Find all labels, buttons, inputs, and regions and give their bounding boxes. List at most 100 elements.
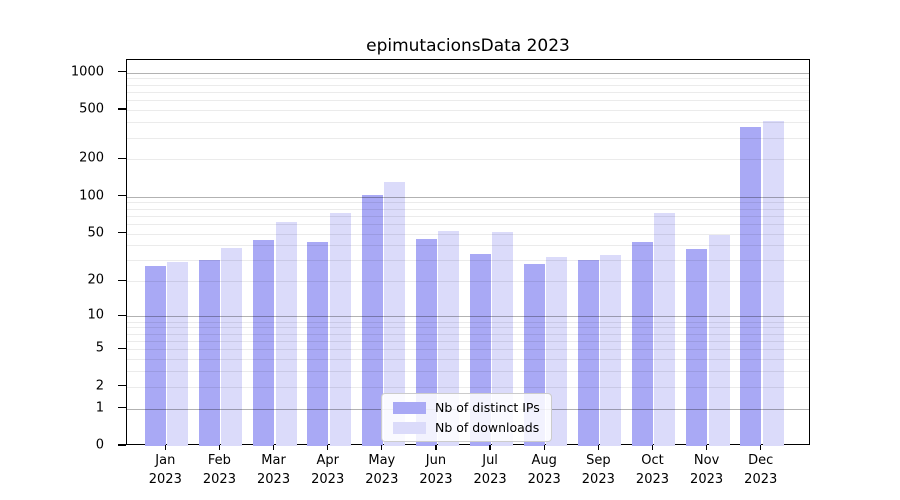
y-tick — [118, 157, 126, 159]
major-gridline — [127, 196, 809, 198]
minor-gridline — [127, 215, 809, 217]
x-tick-label-aug: Aug 2023 — [527, 453, 561, 487]
minor-gridline — [127, 100, 809, 102]
minor-gridline — [127, 202, 809, 204]
y-tick-label: 50 — [87, 225, 104, 241]
minor-gridline — [127, 371, 809, 373]
minor-gridline — [127, 84, 809, 86]
minor-gridline — [127, 386, 809, 388]
bar-distinct-ips-sep — [578, 260, 600, 446]
x-tick-label-nov: Nov 2023 — [690, 453, 724, 487]
y-tick-label: 100 — [79, 188, 104, 204]
bar-downloads-feb — [221, 248, 243, 446]
x-tick-label-jan: Jan 2023 — [148, 453, 182, 487]
y-tick-label: 5 — [95, 340, 104, 356]
x-tick-label-feb: Feb 2023 — [202, 453, 236, 487]
y-tick — [118, 108, 126, 110]
major-gridline — [127, 316, 809, 318]
bar-downloads-mar — [275, 222, 297, 446]
y-tick — [118, 279, 126, 282]
distinct-ips-swatch-icon — [393, 401, 426, 414]
minor-gridline — [127, 340, 809, 342]
bar-downloads-oct — [654, 213, 676, 446]
bar-distinct-ips-dec — [740, 126, 762, 446]
minor-gridline — [127, 122, 809, 124]
plot-area: Nb of distinct IPs Nb of downloads — [126, 59, 810, 446]
x-tick-label-jun: Jun 2023 — [419, 453, 453, 487]
minor-gridline — [127, 281, 809, 283]
bar-distinct-ips-may — [361, 194, 383, 446]
legend: Nb of distinct IPs Nb of downloads — [381, 393, 552, 442]
bar-distinct-ips-oct — [632, 241, 654, 446]
x-tick — [597, 445, 599, 450]
x-tick — [164, 445, 166, 450]
legend-item-downloads: Nb of downloads — [393, 420, 540, 435]
legend-label-downloads: Nb of downloads — [435, 420, 540, 435]
bar-downloads-dec — [762, 120, 784, 446]
bar-distinct-ips-nov — [686, 249, 708, 446]
y-tick — [118, 406, 126, 409]
x-tick — [218, 445, 221, 450]
bar-downloads-nov — [708, 234, 730, 446]
bar-distinct-ips-feb — [199, 260, 221, 446]
minor-gridline — [127, 91, 809, 93]
y-tick — [118, 385, 126, 387]
x-tick — [489, 445, 491, 450]
minor-gridline — [127, 333, 809, 335]
x-tick-label-oct: Oct 2023 — [635, 453, 670, 487]
minor-gridline — [127, 327, 809, 329]
x-tick-label-dec: Dec 2023 — [744, 453, 778, 487]
x-tick-label-apr: Apr 2023 — [311, 453, 345, 487]
x-tick — [760, 445, 762, 450]
x-tick — [272, 445, 275, 450]
downloads-swatch-icon — [393, 421, 426, 434]
y-tick-label: 2 — [95, 378, 104, 394]
y-tick-label: 20 — [87, 272, 104, 288]
x-tick — [706, 445, 708, 450]
x-tick-label-sep: Sep 2023 — [581, 453, 615, 487]
bar-downloads-jun — [437, 231, 459, 446]
minor-gridline — [127, 321, 809, 323]
y-tick — [118, 71, 126, 73]
grid-layer — [127, 60, 809, 444]
y-tick — [118, 195, 126, 197]
y-tick — [118, 231, 126, 234]
minor-gridline — [127, 233, 809, 235]
y-tick-label: 1000 — [70, 64, 104, 80]
x-tick-label-jul: Jul 2023 — [473, 453, 507, 487]
bar-downloads-jul — [492, 232, 514, 446]
chart-title: epimutacionsData 2023 — [366, 36, 570, 56]
y-tick-label: 1 — [95, 400, 104, 416]
x-tick — [381, 445, 383, 450]
major-gridline — [127, 72, 809, 74]
legend-item-distinct-ips: Nb of distinct IPs — [393, 400, 540, 415]
y-tick — [118, 347, 126, 349]
minor-gridline — [127, 349, 809, 351]
bar-distinct-ips-mar — [253, 240, 275, 446]
bar-downloads-may — [383, 182, 405, 446]
legend-label-distinct-ips: Nb of distinct IPs — [435, 400, 540, 415]
y-tick-label: 0 — [95, 437, 104, 453]
x-tick-label-mar: Mar 2023 — [257, 453, 291, 487]
minor-gridline — [127, 245, 809, 247]
bar-distinct-ips-apr — [307, 241, 329, 446]
bar-downloads-jan — [167, 262, 189, 446]
minor-gridline — [127, 137, 809, 139]
minor-gridline — [127, 159, 809, 161]
bar-downloads-apr — [329, 212, 351, 446]
x-tick — [435, 445, 437, 450]
y-tick-label: 500 — [79, 101, 104, 117]
y-tick-label: 200 — [79, 150, 104, 166]
x-tick — [543, 445, 545, 450]
y-tick — [118, 314, 126, 316]
bar-distinct-ips-jan — [145, 265, 166, 446]
x-tick — [327, 445, 329, 450]
minor-gridline — [127, 260, 809, 262]
y-tick-label: 10 — [87, 307, 104, 323]
minor-gridline — [127, 208, 809, 210]
bar-downloads-sep — [600, 255, 622, 446]
x-tick-label-may: May 2023 — [365, 453, 399, 487]
x-tick — [651, 445, 654, 450]
